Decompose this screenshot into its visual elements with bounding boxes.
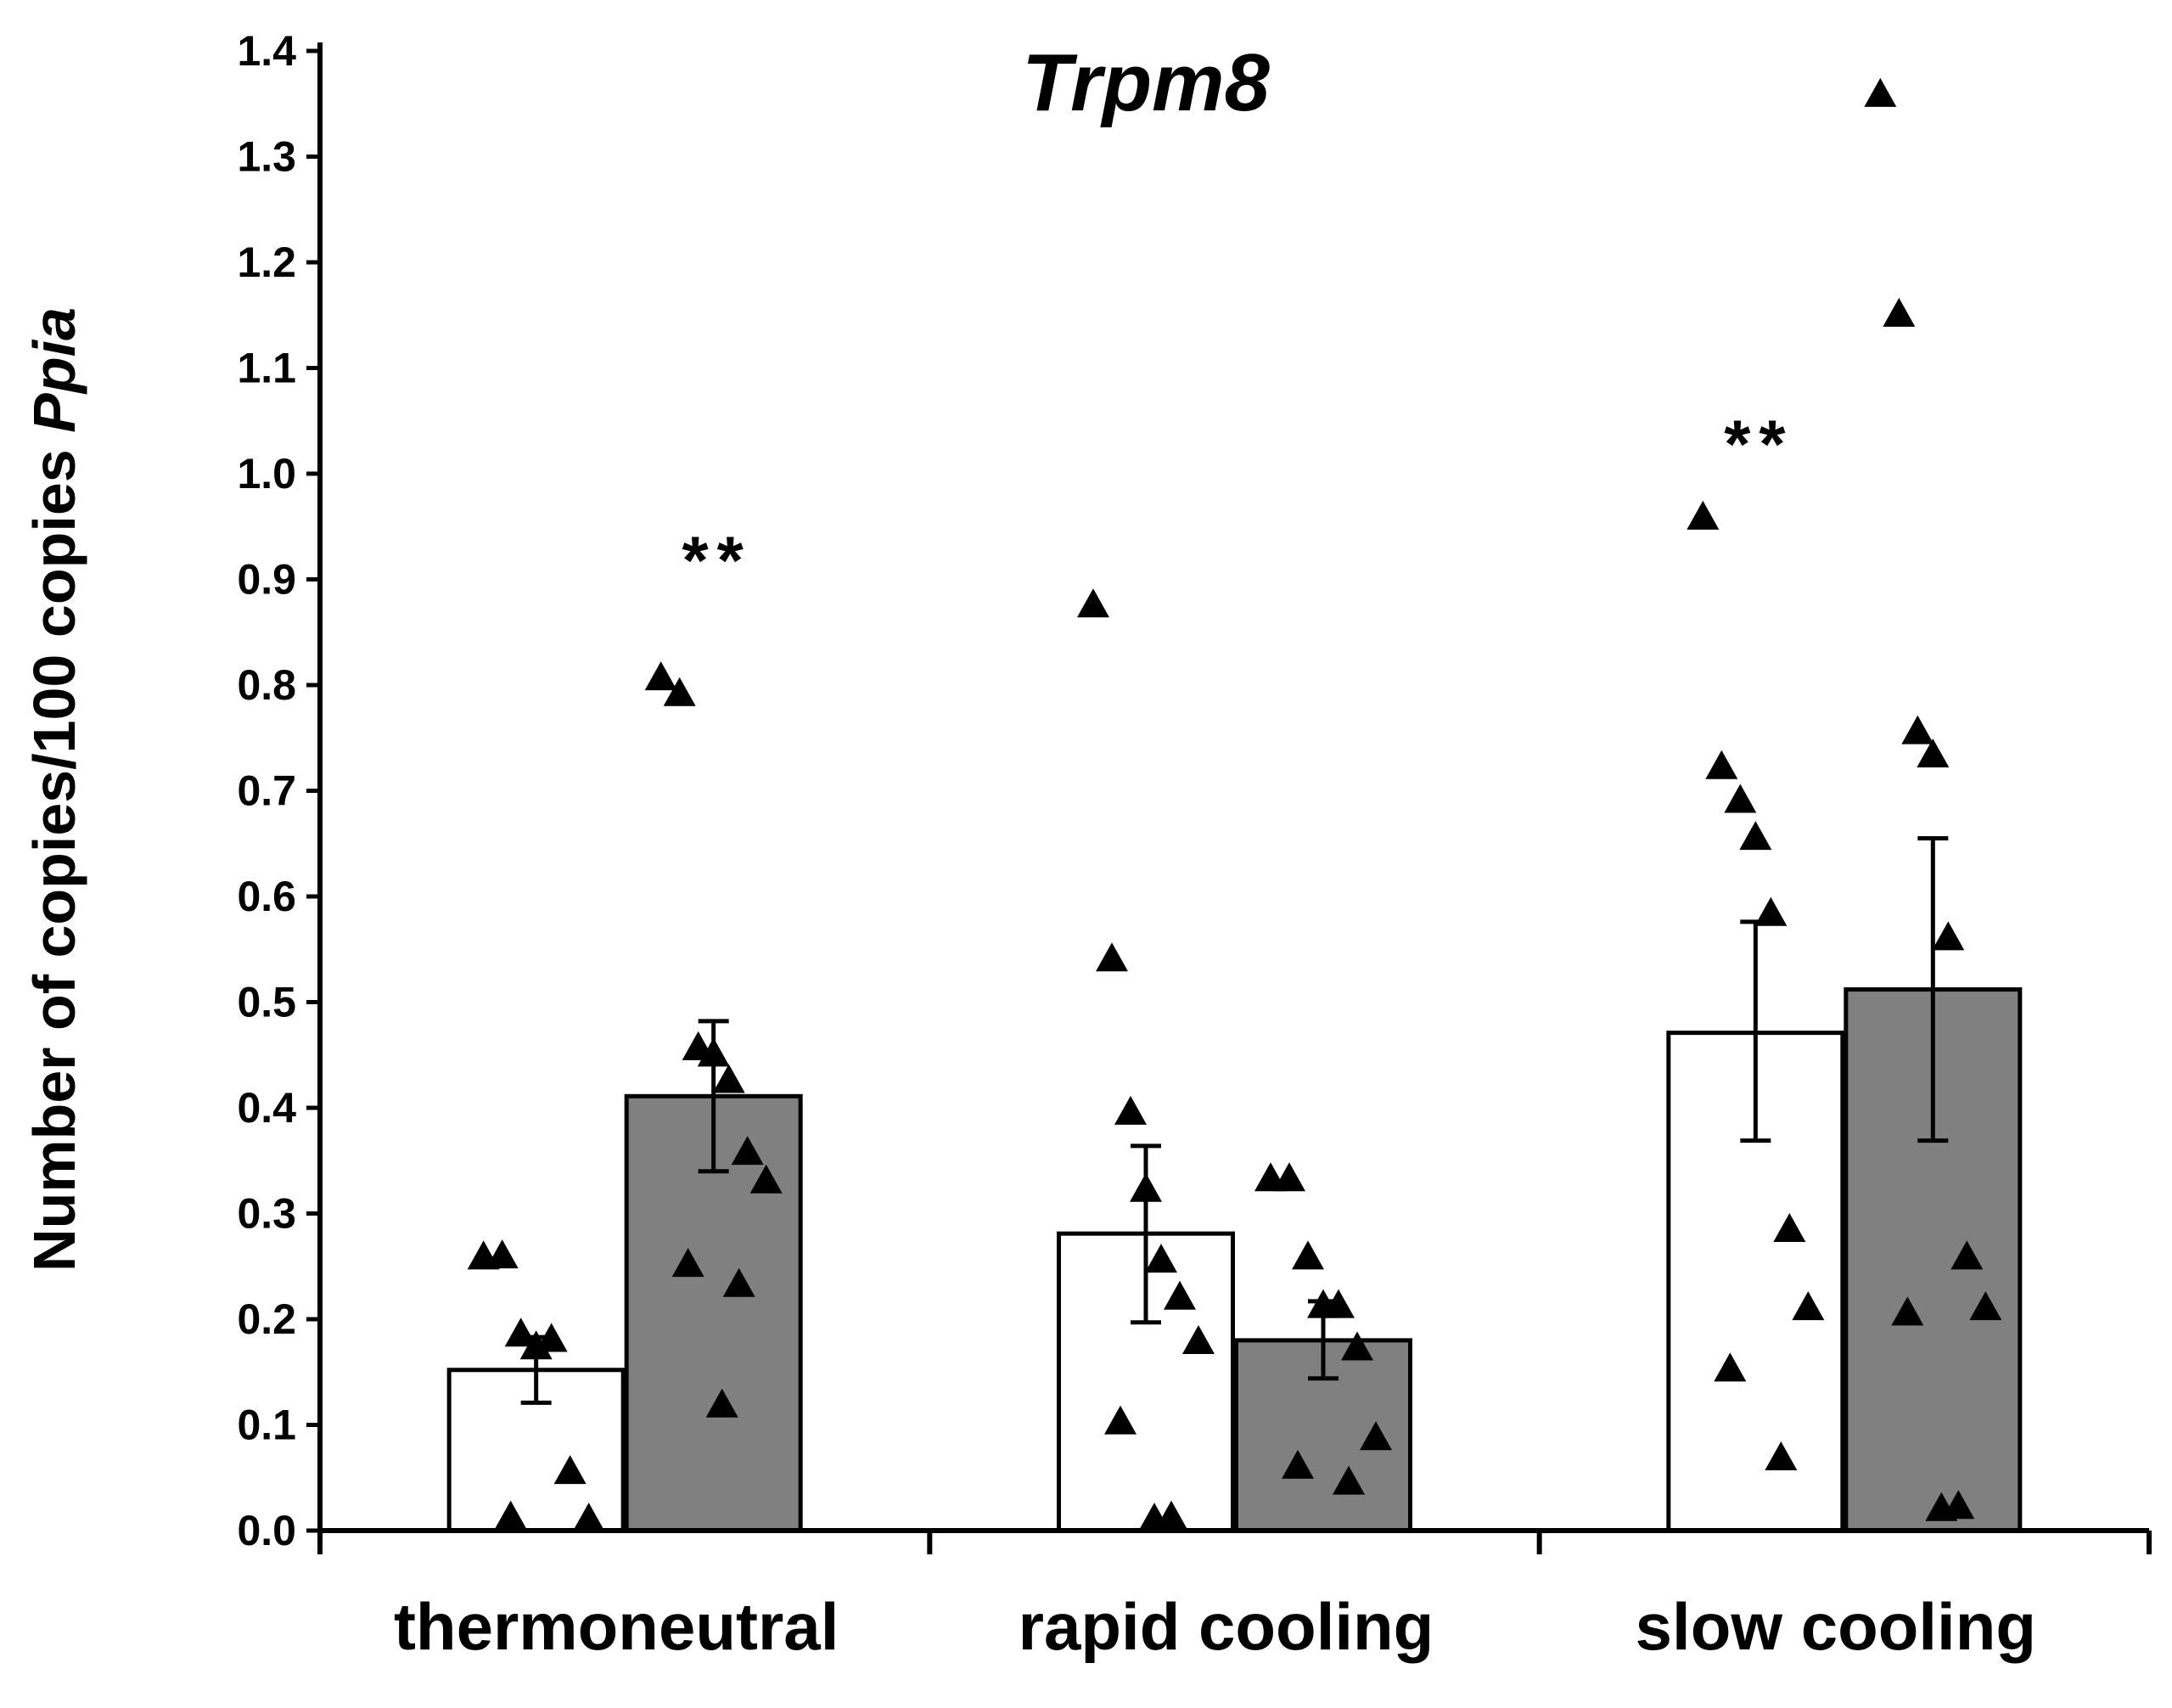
data-point [722, 1267, 755, 1297]
data-point [1891, 1296, 1924, 1326]
data-point [535, 1323, 568, 1352]
data-point [1130, 1172, 1162, 1202]
y-tick-label: 0.9 [237, 556, 296, 604]
data-point [1932, 921, 1965, 951]
data-point [494, 1500, 527, 1530]
data-point [1969, 1291, 2002, 1321]
data-point [697, 1037, 730, 1067]
y-tick-label: 0.1 [237, 1402, 296, 1449]
data-point [1077, 588, 1109, 618]
y-tick-label: 0.3 [237, 1190, 296, 1238]
data-point [1145, 1244, 1177, 1273]
data-point [1792, 1291, 1825, 1321]
data-point [1917, 739, 1950, 768]
chart-title: Trpm8 [1022, 37, 1270, 128]
y-tick-label: 1.2 [237, 239, 296, 286]
data-point [1925, 1492, 1958, 1521]
y-tick-label: 0.6 [237, 873, 296, 920]
data-point [1292, 1240, 1324, 1270]
data-point [519, 1330, 553, 1360]
y-tick-label: 0.8 [237, 661, 296, 709]
data-point [1333, 1465, 1365, 1495]
y-tick-label: 1.1 [237, 345, 296, 392]
data-point [1739, 821, 1772, 851]
data-point [1864, 77, 1897, 107]
data-point [1754, 896, 1788, 926]
data-point [749, 1164, 783, 1194]
data-point [504, 1318, 537, 1347]
y-tick-label: 0.0 [237, 1507, 296, 1554]
data-point [1282, 1449, 1314, 1479]
y-tick-label: 1.0 [237, 450, 296, 497]
data-point [1687, 500, 1720, 530]
data-point [572, 1503, 605, 1532]
y-axis-label: Number of copies/100 copies Ppia [21, 307, 87, 1272]
significance-marker: ** [1724, 407, 1793, 482]
data-point [1273, 1162, 1305, 1192]
x-category-label: thermoneutral [394, 1589, 839, 1664]
data-point [663, 677, 696, 706]
data-point [1765, 1441, 1798, 1470]
data-point [1724, 784, 1757, 813]
data-point [644, 661, 677, 691]
bar [624, 1093, 803, 1533]
data-point [1360, 1421, 1392, 1451]
data-point [1950, 1240, 1984, 1270]
y-tick-label: 0.7 [237, 767, 296, 815]
y-tick-label: 1.4 [237, 27, 296, 75]
significance-marker: ** [682, 523, 752, 598]
data-point [1104, 1405, 1137, 1435]
y-tick-label: 1.3 [237, 133, 296, 181]
x-category-label: slow cooling [1636, 1589, 2036, 1664]
data-point [1714, 1352, 1747, 1382]
y-tick-label: 0.5 [237, 979, 296, 1026]
data-point [553, 1455, 586, 1485]
y-tick-label: 0.2 [237, 1295, 296, 1343]
y-tick-label: 0.4 [237, 1084, 296, 1132]
data-point [1138, 1503, 1170, 1532]
data-point [712, 1064, 745, 1093]
data-point [1322, 1289, 1355, 1318]
data-point [1114, 1095, 1147, 1125]
data-point [1182, 1324, 1215, 1354]
data-point [1164, 1280, 1196, 1310]
data-point [1341, 1331, 1373, 1361]
data-point [1883, 297, 1916, 327]
data-point [1773, 1213, 1806, 1243]
y-axis-label-part: Number of copies/100 copies [21, 433, 87, 1272]
data-point [485, 1239, 519, 1269]
data-point [705, 1388, 738, 1418]
data-point [671, 1248, 704, 1278]
data-point [1705, 750, 1738, 779]
y-axis-label-part: Ppia [21, 307, 87, 433]
data-point [731, 1136, 764, 1166]
x-category-label: rapid cooling [1019, 1589, 1434, 1664]
data-point [1096, 942, 1128, 972]
data-point [1901, 715, 1934, 744]
